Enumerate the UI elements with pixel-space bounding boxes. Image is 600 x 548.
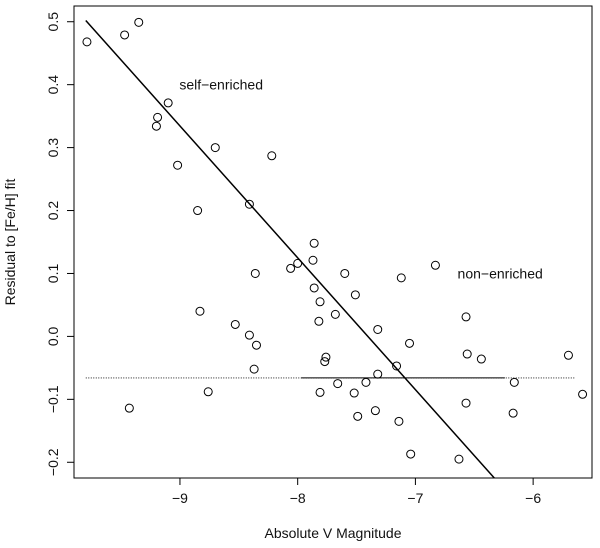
data-point: [394, 416, 404, 426]
data-point: [461, 398, 471, 408]
y-axis-label: Residual to [Fe/H] fit: [2, 178, 18, 305]
data-point: [267, 151, 277, 161]
data-point: [461, 312, 471, 322]
data-point: [309, 283, 319, 293]
y-tick-label: 0.1: [45, 264, 61, 284]
data-point: [82, 37, 92, 47]
data-point: [153, 112, 163, 122]
data-point: [370, 406, 380, 416]
data-point: [293, 258, 303, 268]
data-point: [249, 364, 259, 374]
data-point: [230, 319, 240, 329]
data-point: [430, 260, 440, 270]
y-tick-label: −0.1: [45, 385, 61, 413]
data-point: [210, 143, 220, 153]
data-point: [405, 338, 415, 348]
data-point: [124, 403, 134, 413]
y-axis: −0.2 −0.1 0.0 0.1 0.2 0.3 0.4 0.5: [45, 12, 74, 476]
data-point: [392, 361, 402, 371]
x-axis: −9 −8 −7 −6: [172, 478, 541, 506]
x-axis-label: Absolute V Magnitude: [265, 525, 402, 541]
data-point: [340, 268, 350, 278]
data-point: [396, 273, 406, 283]
data-point: [151, 121, 161, 131]
x-tick-label: −9: [172, 490, 188, 506]
annotations: self−enriched non−enriched: [179, 77, 542, 282]
plot-frame: [73, 5, 593, 479]
fit-lines: [85, 19, 575, 479]
data-point: [349, 388, 359, 398]
y-tick-label: 0.5: [45, 12, 61, 32]
data-point: [134, 17, 144, 27]
data-point: [462, 349, 472, 359]
y-tick-label: 0.2: [45, 201, 61, 221]
y-tick-label: −0.2: [45, 448, 61, 476]
data-point: [315, 387, 325, 397]
data-point: [244, 199, 254, 209]
data-point: [563, 350, 573, 360]
data-point: [244, 330, 254, 340]
data-point: [314, 316, 324, 326]
data-point: [195, 306, 205, 316]
data-point: [361, 377, 371, 387]
data-point: [333, 379, 343, 389]
data-point: [315, 297, 325, 307]
y-tick-label: 0.0: [45, 326, 61, 346]
annotation-label: self−enriched: [179, 77, 263, 93]
data-point: [353, 411, 363, 421]
x-tick-label: −6: [525, 490, 541, 506]
data-point: [286, 263, 296, 273]
y-tick-label: 0.3: [45, 138, 61, 158]
x-tick-label: −7: [407, 490, 423, 506]
data-point: [193, 206, 203, 216]
data-point: [508, 408, 518, 418]
data-point: [308, 255, 318, 265]
data-point: [321, 352, 331, 362]
data-point: [251, 340, 261, 350]
data-point: [163, 98, 173, 108]
data-point: [406, 449, 416, 459]
data-point: [173, 160, 183, 170]
data-point: [578, 389, 588, 399]
data-point: [320, 357, 330, 367]
annotation-label: non−enriched: [458, 265, 543, 281]
data-point: [509, 377, 519, 387]
fit-line: [85, 19, 495, 479]
y-tick-label: 0.4: [45, 75, 61, 95]
data-point: [203, 387, 213, 397]
data-point: [120, 30, 130, 40]
data-point: [309, 238, 319, 248]
data-point: [454, 454, 464, 464]
data-point: [476, 354, 486, 364]
data-point: [373, 324, 383, 334]
data-point: [350, 290, 360, 300]
data-points: [82, 17, 588, 464]
x-tick-label: −8: [290, 490, 306, 506]
data-point: [330, 309, 340, 319]
data-point: [373, 369, 383, 379]
data-point: [250, 268, 260, 278]
